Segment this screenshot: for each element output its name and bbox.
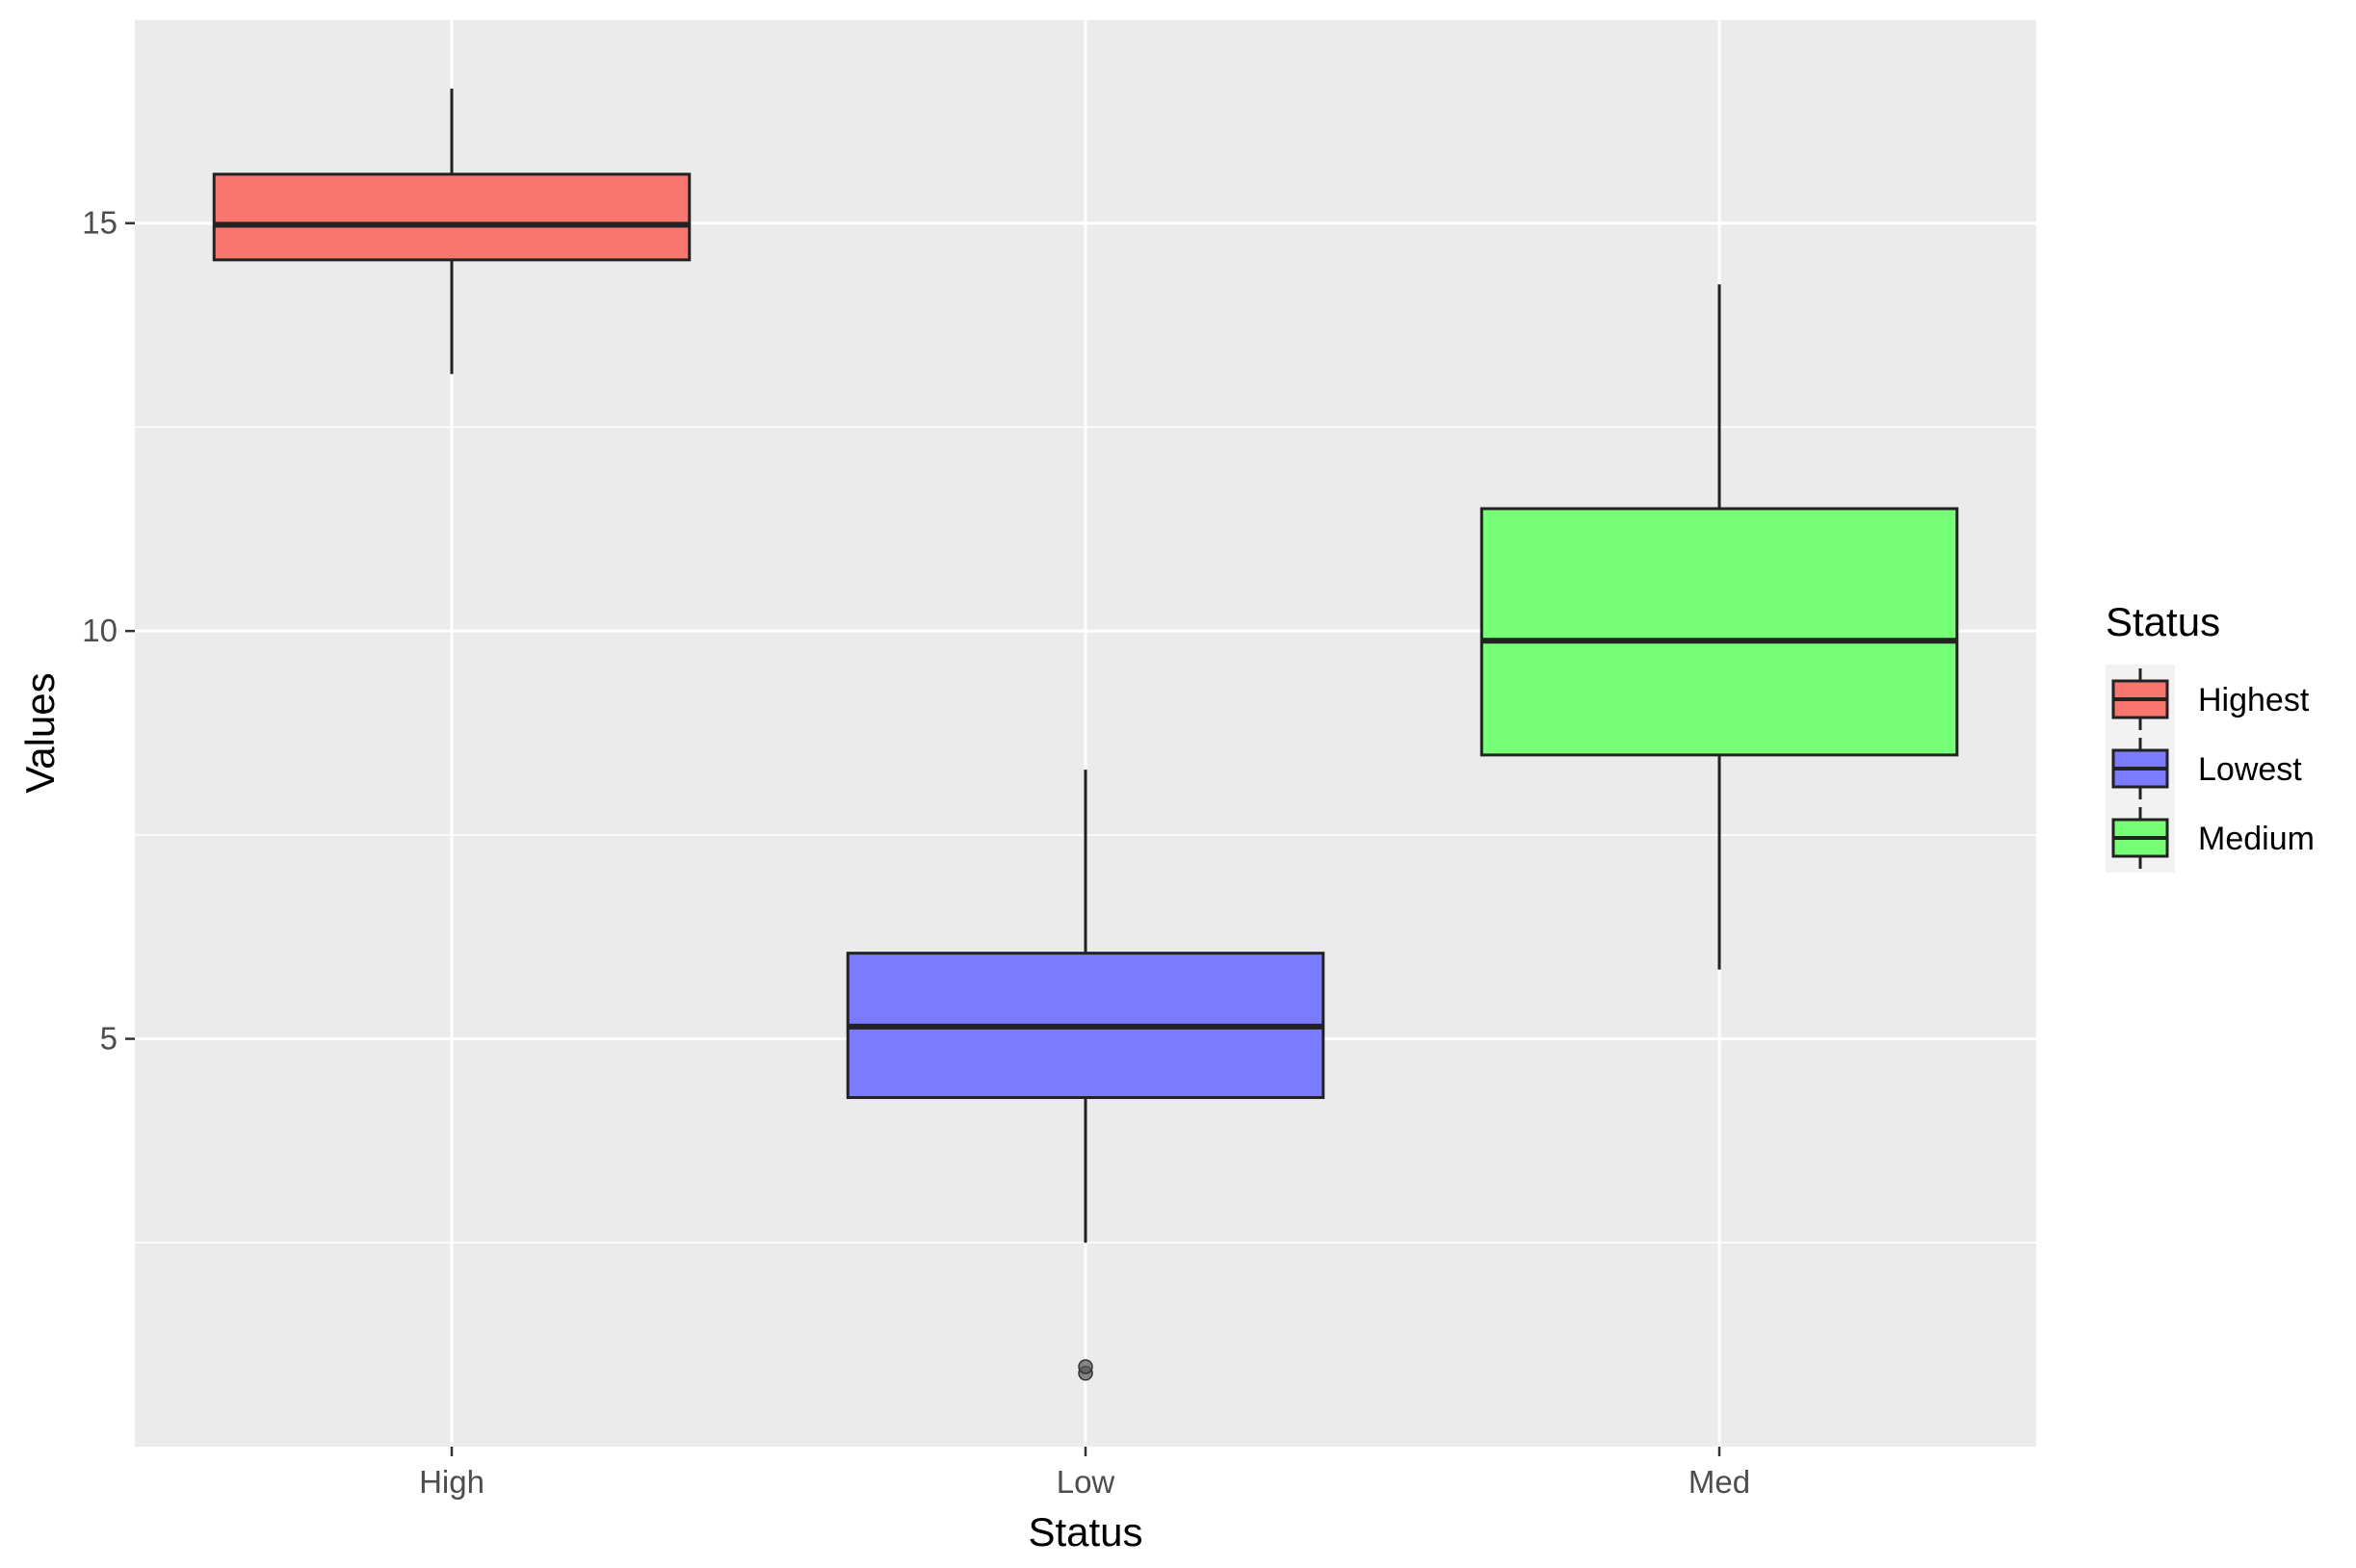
legend-item-medium: Medium bbox=[2106, 803, 2315, 873]
x-tick-label-low: Low bbox=[1057, 1464, 1115, 1500]
legend-label-highest: Highest bbox=[2198, 682, 2310, 719]
x-axis: High Low Med bbox=[419, 1447, 1750, 1500]
y-tick-label-5: 5 bbox=[100, 1021, 118, 1057]
x-tick-label-high: High bbox=[419, 1464, 484, 1500]
y-tick-label-15: 15 bbox=[82, 205, 118, 241]
x-axis-title: Status bbox=[1028, 1509, 1142, 1555]
y-tick-label-10: 10 bbox=[82, 613, 118, 648]
box-med bbox=[1479, 284, 1959, 970]
boxes bbox=[212, 88, 1959, 1381]
legend-item-highest: Highest bbox=[2106, 665, 2310, 734]
legend-item-lowest: Lowest bbox=[2106, 734, 2302, 803]
legend-label-medium: Medium bbox=[2198, 821, 2315, 857]
y-axis-title: Values bbox=[17, 672, 63, 793]
x-tick-label-med: Med bbox=[1688, 1464, 1750, 1500]
box-high bbox=[212, 88, 692, 375]
legend: Status Highest Lowest Medium bbox=[2106, 599, 2315, 873]
outlier-point-low-1 bbox=[1078, 1359, 1093, 1374]
legend-label-lowest: Lowest bbox=[2198, 751, 2302, 788]
box-low bbox=[846, 770, 1325, 1381]
y-axis: 5 10 15 bbox=[82, 205, 135, 1057]
box-body-med bbox=[1479, 507, 1959, 757]
box-body-high bbox=[212, 172, 692, 262]
legend-title: Status bbox=[2106, 599, 2220, 644]
